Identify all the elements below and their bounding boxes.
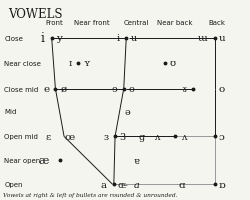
Text: Near back: Near back	[157, 20, 192, 26]
Text: æ: æ	[39, 156, 49, 166]
Text: ɪ: ɪ	[68, 59, 71, 68]
Text: ɜ: ɜ	[104, 132, 109, 141]
Text: ʌ: ʌ	[154, 132, 160, 141]
Text: ɔ: ɔ	[219, 132, 225, 141]
Text: Near front: Near front	[74, 20, 109, 26]
Text: ɤ: ɤ	[182, 85, 187, 94]
Text: VOWELS: VOWELS	[8, 8, 63, 21]
Text: ʊ: ʊ	[169, 59, 175, 68]
Text: Close: Close	[4, 35, 23, 41]
Text: Central: Central	[124, 20, 149, 26]
Text: a: a	[134, 180, 140, 189]
Text: ɶ: ɶ	[118, 180, 125, 189]
Text: i: i	[40, 32, 44, 45]
Text: ɐ: ɐ	[133, 156, 139, 165]
Text: u: u	[131, 34, 137, 43]
Text: ø: ø	[60, 85, 66, 94]
Text: ɑ: ɑ	[178, 180, 185, 189]
Text: y: y	[56, 34, 62, 43]
Text: Near close: Near close	[4, 60, 41, 66]
Text: ɘ: ɘ	[112, 85, 117, 94]
Text: Front: Front	[45, 20, 63, 26]
Text: ɡ: ɡ	[139, 132, 145, 141]
Text: ɨ: ɨ	[117, 34, 120, 43]
Text: ʌ: ʌ	[181, 132, 186, 141]
Text: Vowels at right & left of bullets are rounded & unrounded.: Vowels at right & left of bullets are ro…	[3, 192, 178, 197]
Text: u: u	[219, 34, 226, 43]
Text: Mid: Mid	[4, 109, 17, 115]
Text: Open mid: Open mid	[4, 134, 38, 140]
Text: ɒ: ɒ	[219, 180, 226, 189]
Text: ɯ: ɯ	[198, 34, 207, 43]
Text: –: –	[124, 180, 128, 188]
Text: œ: œ	[64, 132, 74, 141]
Text: o: o	[219, 85, 225, 94]
Text: ɵ: ɵ	[128, 85, 134, 94]
Text: Back: Back	[208, 20, 226, 26]
Text: ə: ə	[124, 107, 130, 116]
Text: Open: Open	[4, 181, 23, 187]
Text: Near open: Near open	[4, 158, 41, 164]
Text: 3: 3	[120, 132, 126, 141]
Text: Close mid: Close mid	[4, 86, 39, 92]
Text: e: e	[43, 85, 49, 94]
Text: a: a	[101, 180, 107, 189]
Text: ɛ: ɛ	[45, 132, 51, 141]
Text: ʏ: ʏ	[84, 59, 90, 68]
